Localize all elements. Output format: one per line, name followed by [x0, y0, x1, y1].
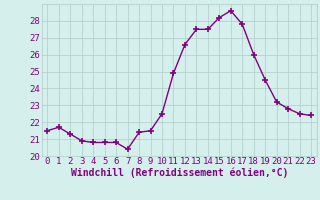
- X-axis label: Windchill (Refroidissement éolien,°C): Windchill (Refroidissement éolien,°C): [70, 168, 288, 178]
